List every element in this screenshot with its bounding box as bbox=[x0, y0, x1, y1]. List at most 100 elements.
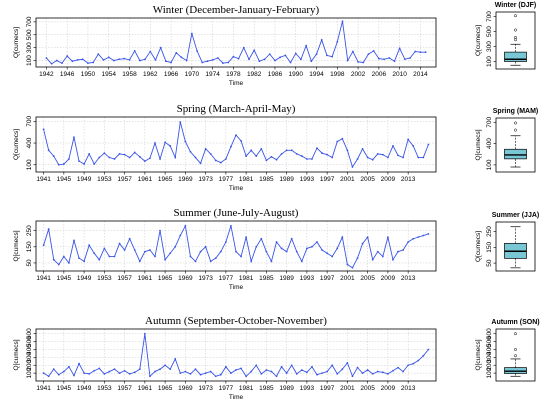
data-point bbox=[78, 160, 80, 163]
y-tick-label: 400 bbox=[486, 138, 493, 149]
data-point bbox=[113, 368, 116, 371]
x-tick-label: 2010 bbox=[392, 71, 407, 78]
x-tick-label: 1974 bbox=[205, 71, 220, 78]
data-point bbox=[180, 56, 183, 59]
y-tick-label: 400 bbox=[26, 137, 33, 148]
data-point bbox=[224, 365, 227, 368]
data-point bbox=[424, 51, 427, 54]
x-tick-label: 1953 bbox=[97, 385, 112, 392]
y-axis-label: Q[cumecs] bbox=[475, 25, 482, 56]
data-point bbox=[412, 237, 415, 240]
data-point bbox=[270, 370, 273, 373]
data-point bbox=[371, 158, 374, 161]
data-point bbox=[133, 249, 136, 251]
data-point bbox=[250, 260, 253, 263]
data-point bbox=[42, 128, 45, 131]
x-tick-label: 1977 bbox=[219, 176, 234, 183]
x-tick-label: 2001 bbox=[340, 385, 355, 392]
y-tick-label: 50 bbox=[486, 259, 493, 267]
data-point bbox=[321, 372, 323, 375]
data-point bbox=[305, 44, 308, 47]
data-point bbox=[196, 49, 198, 52]
data-point bbox=[204, 245, 207, 248]
data-point bbox=[427, 143, 430, 146]
data-point bbox=[185, 59, 188, 62]
y-axis-label: Q[cumecs] bbox=[475, 339, 482, 370]
data-point bbox=[331, 156, 334, 159]
data-point bbox=[138, 155, 141, 158]
data-point bbox=[68, 158, 70, 160]
x-tick-label: 1977 bbox=[219, 275, 234, 282]
data-point bbox=[422, 354, 425, 357]
data-point bbox=[316, 241, 318, 243]
data-point bbox=[240, 367, 242, 370]
x-tick-label: 1957 bbox=[117, 275, 132, 282]
data-point bbox=[362, 61, 365, 64]
data-point bbox=[206, 60, 209, 63]
data-point bbox=[149, 157, 151, 160]
data-point bbox=[412, 145, 415, 147]
data-point bbox=[230, 372, 232, 375]
data-point bbox=[194, 260, 197, 263]
data-point bbox=[255, 245, 258, 248]
x-tick-label: 1954 bbox=[101, 71, 116, 78]
data-point bbox=[409, 57, 411, 59]
outlier-point bbox=[514, 36, 517, 39]
data-point bbox=[118, 58, 121, 61]
boxplot-panel bbox=[493, 221, 536, 272]
data-point bbox=[265, 369, 268, 371]
data-point bbox=[103, 373, 106, 375]
data-point bbox=[224, 241, 227, 243]
y-tick-label: 700 bbox=[486, 116, 493, 127]
y-axis-label: Q[cumecs] bbox=[13, 27, 20, 58]
data-point bbox=[366, 236, 369, 239]
data-point bbox=[62, 163, 65, 165]
y-tick-label: 100 bbox=[486, 159, 493, 170]
x-tick-label: 2013 bbox=[401, 385, 416, 392]
data-point bbox=[118, 153, 121, 155]
data-point bbox=[78, 362, 80, 365]
data-point bbox=[143, 250, 146, 253]
data-point bbox=[268, 53, 271, 56]
data-point bbox=[98, 156, 101, 159]
data-point bbox=[270, 155, 273, 158]
data-point bbox=[295, 373, 298, 375]
data-point bbox=[376, 250, 379, 253]
data-point bbox=[417, 359, 420, 362]
x-tick-label: 1997 bbox=[320, 385, 335, 392]
data-point bbox=[199, 162, 202, 165]
data-point bbox=[42, 372, 45, 375]
plot-frame bbox=[35, 328, 437, 382]
data-point bbox=[128, 237, 131, 240]
x-tick-label: 1961 bbox=[138, 176, 153, 183]
data-point bbox=[204, 147, 207, 150]
data-point bbox=[366, 369, 369, 371]
data-point bbox=[45, 57, 48, 59]
data-point bbox=[336, 40, 339, 43]
data-point bbox=[103, 247, 106, 250]
data-point bbox=[242, 46, 245, 49]
x-tick-label: 1989 bbox=[279, 385, 294, 392]
data-point bbox=[42, 244, 45, 247]
x-axis-label: Time bbox=[229, 394, 244, 401]
data-point bbox=[154, 59, 157, 61]
data-point bbox=[336, 140, 339, 143]
data-point bbox=[73, 136, 75, 139]
data-point bbox=[398, 47, 401, 50]
data-point bbox=[169, 252, 172, 255]
data-point bbox=[326, 54, 328, 57]
series-line bbox=[43, 224, 429, 269]
y-tick-label: 500 bbox=[486, 26, 493, 37]
data-point bbox=[204, 372, 207, 375]
outlier-point bbox=[514, 28, 517, 32]
x-tick-label: 1961 bbox=[138, 275, 153, 282]
data-point bbox=[88, 153, 91, 155]
data-point bbox=[397, 250, 399, 253]
data-point bbox=[118, 372, 121, 375]
boxplot-panel bbox=[493, 11, 536, 70]
data-point bbox=[381, 153, 384, 156]
data-point bbox=[209, 260, 212, 263]
y-tick-label: 400 bbox=[26, 344, 33, 355]
data-point bbox=[138, 368, 141, 371]
x-tick-label: 1985 bbox=[259, 176, 274, 183]
